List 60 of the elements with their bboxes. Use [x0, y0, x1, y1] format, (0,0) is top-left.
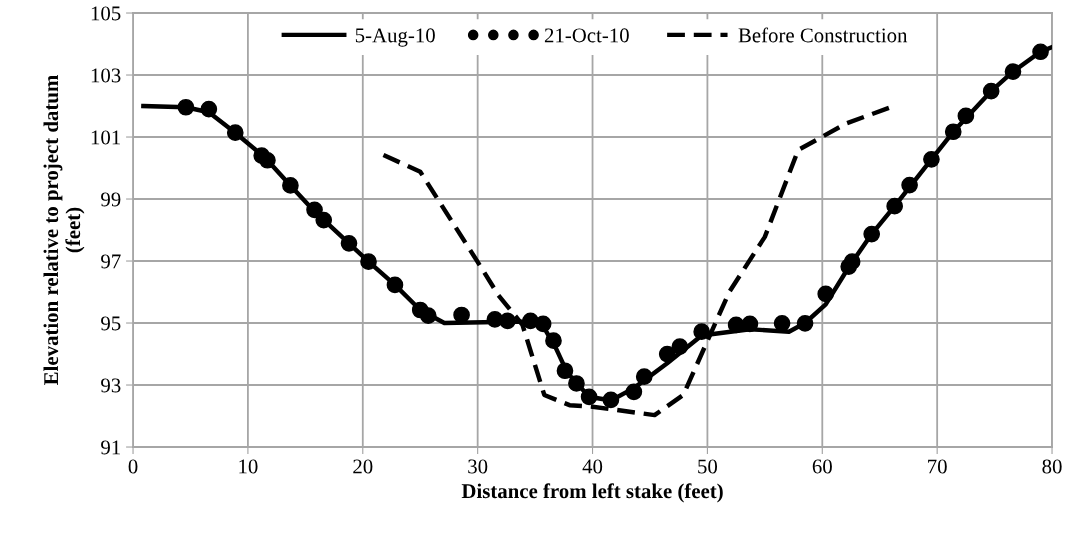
point [982, 82, 1000, 100]
point [200, 100, 218, 118]
y-tick-label: 93 [101, 378, 121, 393]
point [693, 323, 711, 341]
legend-label: 5-Aug-10 [355, 28, 435, 47]
y-tick-label: 101 [91, 130, 120, 145]
point [923, 151, 940, 168]
point [568, 375, 585, 392]
point [226, 124, 244, 142]
point [901, 176, 918, 194]
point [259, 151, 276, 169]
point [499, 312, 516, 330]
point [671, 338, 689, 355]
point [282, 177, 299, 194]
point [177, 98, 195, 116]
point [386, 276, 404, 294]
x-tick-label: 0 [128, 459, 138, 474]
point [556, 362, 574, 380]
x-axis-title: Distance from left stake (feet) [461, 483, 723, 503]
point [580, 388, 598, 406]
x-tick-label: 10 [239, 459, 258, 474]
point [773, 315, 791, 332]
point [625, 383, 643, 401]
point [741, 315, 759, 333]
y-tick-label: 91 [101, 440, 120, 455]
point [1032, 43, 1049, 61]
x-tick-label: 60 [812, 459, 832, 474]
point [796, 315, 814, 332]
x-tick-label: 20 [353, 459, 373, 474]
x-tick-label: 40 [582, 459, 603, 474]
y-tick-label: 103 [91, 68, 121, 83]
point [306, 201, 323, 219]
x-tick-label: 30 [468, 459, 488, 474]
point [360, 253, 377, 270]
y-tick-label: 97 [101, 254, 121, 269]
point [340, 235, 358, 252]
y-tick-label: 105 [91, 6, 121, 21]
y-tick-label: 95 [101, 316, 121, 331]
point [545, 332, 562, 350]
point [727, 316, 745, 334]
x-tick-label: 80 [1042, 459, 1062, 474]
point [1004, 63, 1022, 80]
legend-label: 21-Oct-10 [544, 28, 629, 43]
point [419, 307, 437, 324]
point [863, 225, 881, 243]
point [635, 368, 653, 385]
legend-label: Before Construction [738, 27, 908, 43]
point [534, 315, 552, 333]
point [843, 253, 861, 270]
y-axis-title: Elevation relative to project datum (feet) [43, 75, 85, 385]
x-tick-label: 50 [698, 459, 718, 474]
point [602, 391, 620, 409]
point [886, 197, 903, 215]
point [817, 285, 835, 303]
x-tick-label: 70 [928, 459, 947, 474]
point [957, 107, 975, 125]
point [658, 345, 676, 363]
y-tick-label: 99 [101, 192, 121, 207]
point [315, 211, 333, 229]
point [944, 123, 962, 141]
